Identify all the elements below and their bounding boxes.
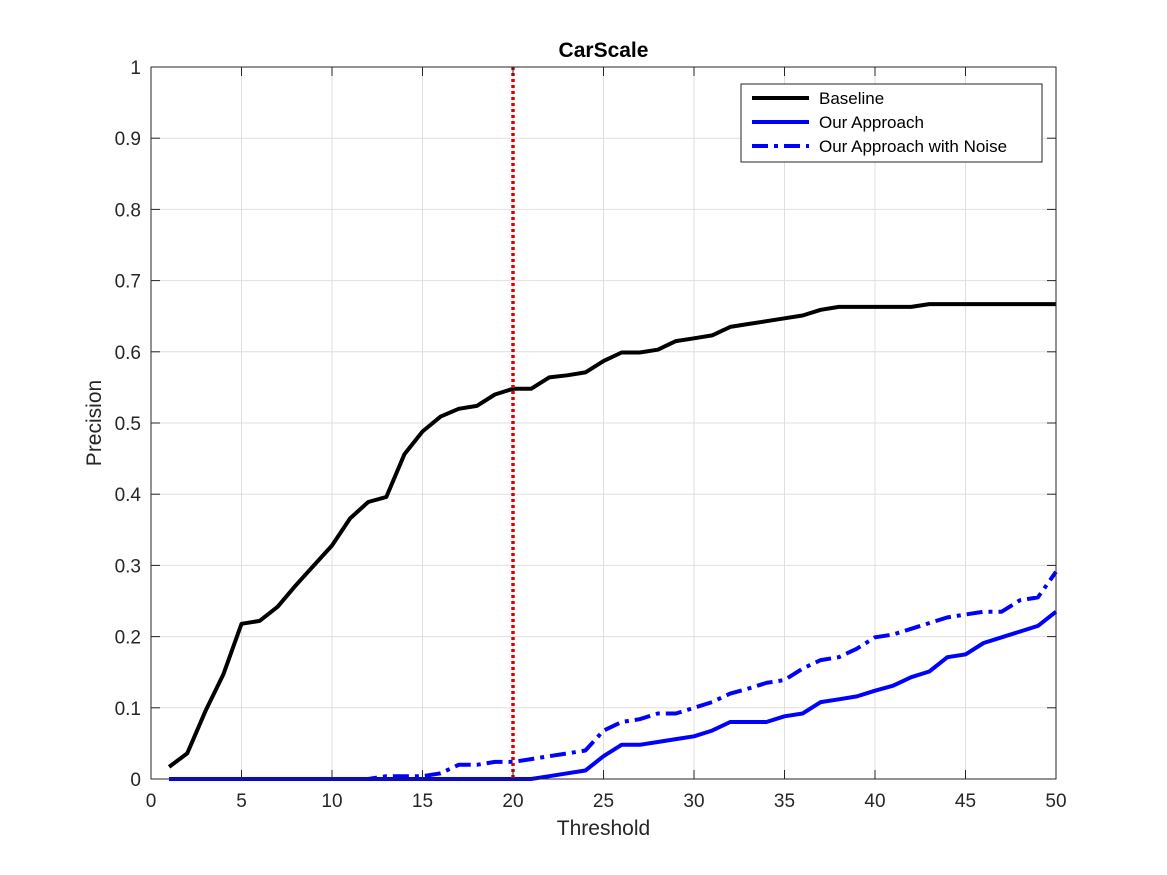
y-tick-label: 0.9 [115,129,141,150]
legend-label: Our Approach with Noise [819,137,1007,156]
legend-label: Our Approach [819,113,924,132]
y-axis-label: Precision [83,380,106,466]
x-tick-label: 15 [412,791,433,812]
y-tick-label: 0.1 [115,699,141,720]
x-tick-label: 40 [864,791,885,812]
y-tick-label: 0.6 [115,343,141,364]
x-tick-label: 25 [593,791,614,812]
series-line-our-approach-with-noise [169,570,1058,781]
y-tick-label: 0.3 [115,556,141,577]
axis-ticks: 0 5 10 15 20 25 30 35 40 45 50 0 0.1 0.2 0.3 0.4 0.5 0.6 0… [115,58,1067,812]
x-tick-label: 20 [502,791,523,812]
chart-title: CarScale [559,39,649,62]
y-tick-label: 0.7 [115,272,141,293]
y-tick-label: 1 [130,58,141,79]
x-tick-label: 10 [321,791,342,812]
legend-label: Baseline [819,89,884,108]
legend: Baseline Our Approach Our Approach with No… [740,83,1043,163]
y-tick-label: 0.2 [115,628,141,649]
x-tick-label: 50 [1045,791,1066,812]
y-tick-label: 0.5 [115,414,141,435]
series-line-baseline [167,302,1056,769]
x-axis-label: Threshold [557,817,650,840]
y-tick-label: 0 [130,770,141,791]
x-tick-label: 45 [955,791,976,812]
x-tick-label: 5 [236,791,247,812]
x-tick-label: 35 [774,791,795,812]
x-tick-label: 30 [683,791,704,812]
x-tick-label: 0 [146,791,157,812]
y-tick-label: 0.8 [115,200,141,221]
y-tick-label: 0.4 [115,485,142,506]
